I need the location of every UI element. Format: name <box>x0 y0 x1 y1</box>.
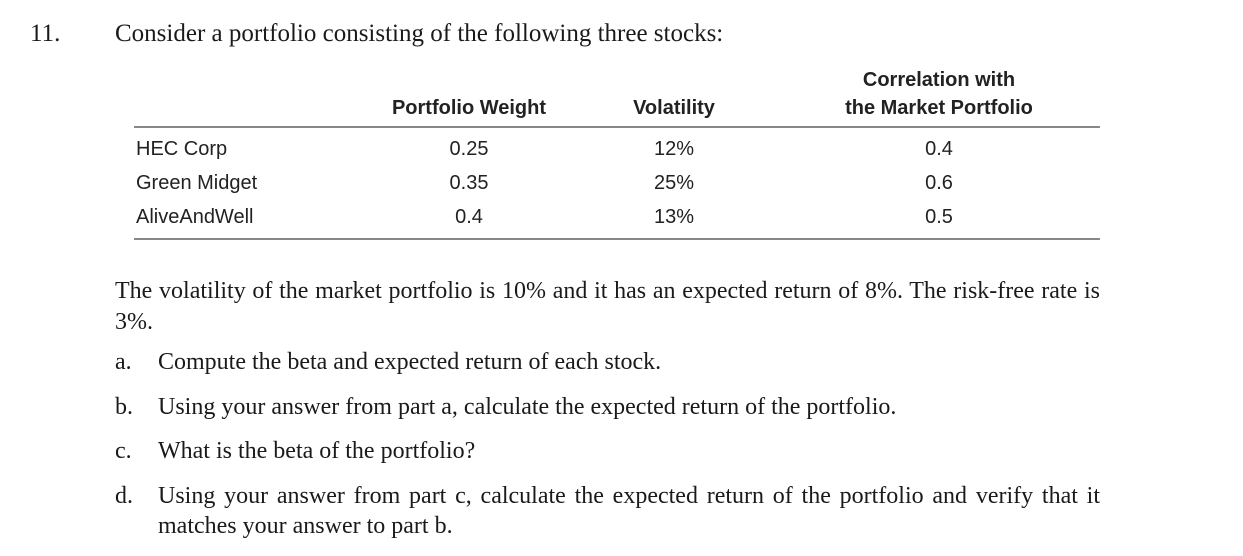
header-volatility: Volatility <box>633 97 715 119</box>
table-row: AliveAndWell 0.4 13% 0.5 <box>134 200 1100 234</box>
question-intro: Consider a portfolio consisting of the f… <box>115 20 724 47</box>
market-description: The volatility of the market portfolio i… <box>115 278 1100 335</box>
header-correlation-line2: the Market Portfolio <box>845 97 1033 119</box>
stock-weight: 0.4 <box>455 206 483 228</box>
table-header: Portfolio Weight Volatility Correlation … <box>134 64 1100 126</box>
stock-name: Green Midget <box>136 172 258 194</box>
question-number: 11. <box>30 20 61 47</box>
table-row: HEC Corp 0.25 12% 0.4 <box>134 132 1100 166</box>
part-letter: b. <box>115 394 133 420</box>
stock-weight: 0.35 <box>449 172 489 194</box>
bottom-rule <box>134 238 1100 240</box>
stock-volatility: 13% <box>653 206 695 228</box>
part-b: b. Using your answer from part a, calcul… <box>115 392 1100 422</box>
stock-correlation: 0.4 <box>925 138 953 160</box>
stock-weight: 0.25 <box>449 138 489 160</box>
stock-correlation: 0.5 <box>925 206 953 228</box>
stock-volatility: 12% <box>653 138 695 160</box>
table-body: HEC Corp 0.25 12% 0.4 Green Midget 0.35 … <box>134 128 1100 238</box>
stock-name: HEC Corp <box>136 138 228 160</box>
part-letter: c. <box>115 438 132 464</box>
part-text: Using your answer from part a, calculate… <box>158 394 897 420</box>
part-text: Compute the beta and expected return of … <box>158 349 662 375</box>
header-portfolio-weight: Portfolio Weight <box>391 97 547 119</box>
part-d: d. Using your answer from part c, calcul… <box>115 481 1100 541</box>
stock-volatility: 25% <box>653 172 695 194</box>
part-c: c. What is the beta of the portfolio? <box>115 436 1100 466</box>
part-a: a. Compute the beta and expected return … <box>115 347 1100 377</box>
stock-name: AliveAndWell <box>136 206 254 228</box>
stock-correlation: 0.6 <box>925 172 953 194</box>
part-text: Using your answer from part c, calculate… <box>158 483 1100 539</box>
part-letter: a. <box>115 349 132 375</box>
table-row: Green Midget 0.35 25% 0.6 <box>134 166 1100 200</box>
part-text: What is the beta of the portfolio? <box>158 438 476 464</box>
header-rule <box>134 126 1100 128</box>
header-correlation-line1: Correlation with <box>862 69 1016 91</box>
header-correlation: Correlation with the Market Portfolio <box>804 66 1074 122</box>
stock-table: Portfolio Weight Volatility Correlation … <box>134 64 1100 240</box>
part-letter: d. <box>115 483 133 509</box>
